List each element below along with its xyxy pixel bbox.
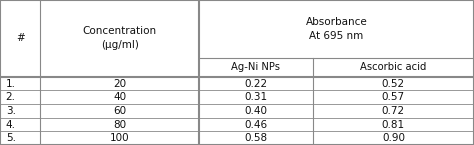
Text: #: # — [16, 33, 25, 43]
Text: 5.: 5. — [6, 133, 16, 143]
Text: 0.90: 0.90 — [382, 133, 405, 143]
Text: Ag-Ni NPs: Ag-Ni NPs — [231, 62, 281, 72]
Text: Concentration
(μg/ml): Concentration (μg/ml) — [82, 26, 157, 50]
Text: 0.22: 0.22 — [245, 79, 267, 89]
Text: 3.: 3. — [6, 106, 16, 116]
Text: 0.46: 0.46 — [245, 120, 267, 129]
Text: 0.57: 0.57 — [382, 92, 405, 102]
Text: 4.: 4. — [6, 120, 16, 129]
Text: 100: 100 — [110, 133, 129, 143]
Text: 40: 40 — [113, 92, 126, 102]
Text: 0.81: 0.81 — [382, 120, 405, 129]
Text: 60: 60 — [113, 106, 126, 116]
Text: 0.72: 0.72 — [382, 106, 405, 116]
Text: 2.: 2. — [6, 92, 16, 102]
Text: Absorbance
At 695 nm: Absorbance At 695 nm — [306, 17, 367, 41]
Text: 0.52: 0.52 — [382, 79, 405, 89]
Text: 80: 80 — [113, 120, 126, 129]
Text: 0.31: 0.31 — [245, 92, 267, 102]
Text: 20: 20 — [113, 79, 126, 89]
Text: Ascorbic acid: Ascorbic acid — [360, 62, 427, 72]
Text: 0.58: 0.58 — [245, 133, 267, 143]
Text: 1.: 1. — [6, 79, 16, 89]
Text: 0.40: 0.40 — [245, 106, 267, 116]
